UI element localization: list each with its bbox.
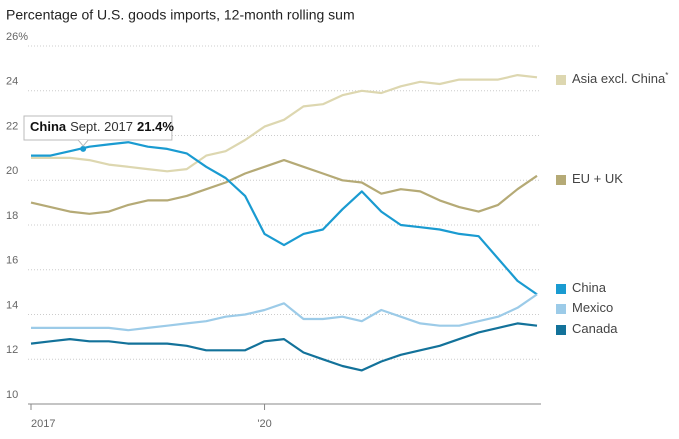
series-line xyxy=(30,322,538,372)
x-tick-label: 2017 xyxy=(31,418,55,430)
y-tick-label: 10 xyxy=(6,389,18,401)
series-line xyxy=(31,141,538,296)
tooltip-text: China Sept. 2017 21.4% xyxy=(30,119,174,134)
legend-name: Mexico xyxy=(572,300,613,315)
legend-swatch xyxy=(556,304,566,314)
tooltip-pointer xyxy=(77,139,89,147)
legend-label: Asia excl. China* xyxy=(572,71,668,86)
series-line xyxy=(30,159,538,215)
legend-label: Canada xyxy=(572,321,618,336)
legend-label: Mexico xyxy=(572,300,613,315)
chart-title: Percentage of U.S. goods imports, 12-mon… xyxy=(6,7,355,23)
legend-name: EU + UK xyxy=(572,171,623,186)
legend-name: Canada xyxy=(572,321,618,336)
tooltip-date: Sept. 2017 xyxy=(70,119,133,134)
legend-name: China xyxy=(572,280,607,295)
y-tick-label: 24 xyxy=(6,76,18,88)
y-tick-label: 18 xyxy=(6,210,18,222)
y-tick-label: 14 xyxy=(6,299,18,311)
tooltip-value: 21.4% xyxy=(137,119,174,134)
x-tick-label: '20 xyxy=(257,418,271,430)
y-tick-label: 12 xyxy=(6,344,18,356)
legend-swatch xyxy=(556,325,566,335)
tooltip: China Sept. 2017 21.4% xyxy=(23,115,174,147)
series-line xyxy=(31,293,538,332)
y-tick-label: 16 xyxy=(6,255,18,267)
legend-name: Asia excl. China xyxy=(572,71,666,86)
legend-swatch xyxy=(556,75,566,85)
y-tick-label: 20 xyxy=(6,165,18,177)
legend-note: * xyxy=(665,71,668,80)
y-tick-label: 26% xyxy=(6,31,28,43)
tooltip-series: China xyxy=(30,119,67,134)
tooltip-box xyxy=(23,115,173,141)
annotation-marker xyxy=(80,145,87,152)
y-tick-label: 22 xyxy=(6,120,18,132)
series-line xyxy=(31,74,538,173)
legend-label: EU + UK xyxy=(572,171,623,186)
legend-label: China xyxy=(572,280,607,295)
legend-swatch xyxy=(556,175,566,185)
legend-swatch xyxy=(556,284,566,294)
